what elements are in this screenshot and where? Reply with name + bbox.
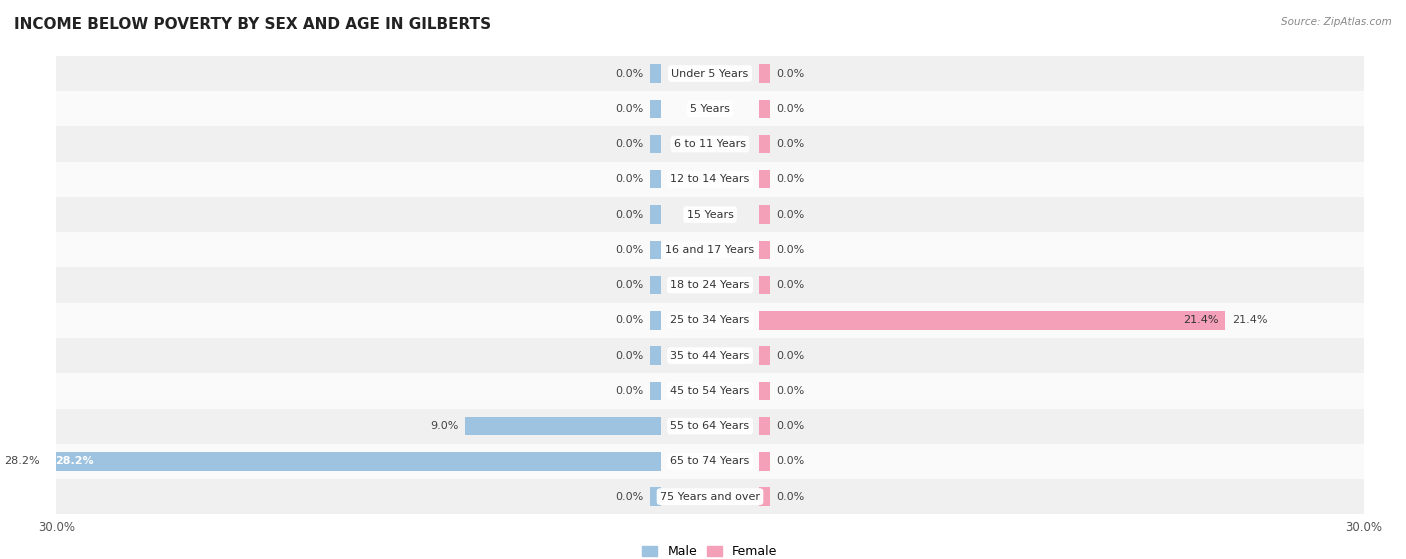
Text: Under 5 Years: Under 5 Years [672, 69, 748, 78]
Bar [56, 232, 1364, 267]
Text: 0.0%: 0.0% [616, 280, 644, 290]
Text: 0.0%: 0.0% [616, 350, 644, 361]
Text: INCOME BELOW POVERTY BY SEX AND AGE IN GILBERTS: INCOME BELOW POVERTY BY SEX AND AGE IN G… [14, 17, 491, 32]
Text: 28.2%: 28.2% [4, 456, 39, 466]
Bar [650, 100, 661, 118]
Text: 0.0%: 0.0% [616, 104, 644, 114]
Text: 0.0%: 0.0% [616, 139, 644, 149]
Text: 0.0%: 0.0% [776, 492, 804, 501]
Text: 0.0%: 0.0% [616, 174, 644, 184]
Bar [759, 347, 770, 365]
Bar [650, 382, 661, 400]
Text: 55 to 64 Years: 55 to 64 Years [671, 421, 749, 431]
Text: 0.0%: 0.0% [616, 245, 644, 255]
Text: 21.4%: 21.4% [1232, 315, 1267, 325]
Text: 0.0%: 0.0% [616, 386, 644, 396]
Text: 5 Years: 5 Years [690, 104, 730, 114]
Bar [56, 444, 1364, 479]
Bar [650, 311, 661, 329]
Text: 0.0%: 0.0% [616, 210, 644, 220]
Text: 21.4%: 21.4% [1184, 315, 1219, 325]
Bar [56, 267, 1364, 303]
Bar [56, 373, 1364, 409]
Legend: Male, Female: Male, Female [637, 540, 783, 559]
Bar [650, 205, 661, 224]
Text: 0.0%: 0.0% [776, 456, 804, 466]
Bar [465, 417, 661, 435]
Text: 0.0%: 0.0% [616, 69, 644, 78]
Bar [650, 135, 661, 153]
Bar [759, 452, 770, 471]
Text: 0.0%: 0.0% [776, 139, 804, 149]
Bar [56, 409, 1364, 444]
Bar [650, 170, 661, 188]
Text: 15 Years: 15 Years [686, 210, 734, 220]
Text: 0.0%: 0.0% [776, 350, 804, 361]
Bar [650, 487, 661, 506]
Bar [759, 205, 770, 224]
Bar [56, 303, 1364, 338]
Text: 35 to 44 Years: 35 to 44 Years [671, 350, 749, 361]
Bar [56, 162, 1364, 197]
Bar [759, 382, 770, 400]
Bar [650, 64, 661, 83]
Bar [759, 241, 770, 259]
Text: 0.0%: 0.0% [776, 245, 804, 255]
Text: 0.0%: 0.0% [776, 421, 804, 431]
Text: 0.0%: 0.0% [616, 492, 644, 501]
Bar [759, 170, 770, 188]
Text: 0.0%: 0.0% [776, 280, 804, 290]
Bar [56, 56, 1364, 91]
Bar [56, 338, 1364, 373]
Bar [46, 452, 661, 471]
Text: 0.0%: 0.0% [776, 69, 804, 78]
Text: 25 to 34 Years: 25 to 34 Years [671, 315, 749, 325]
Text: 16 and 17 Years: 16 and 17 Years [665, 245, 755, 255]
Bar [650, 241, 661, 259]
Bar [650, 276, 661, 294]
Text: 0.0%: 0.0% [776, 174, 804, 184]
Bar [759, 64, 770, 83]
Text: 9.0%: 9.0% [430, 421, 458, 431]
Text: 0.0%: 0.0% [616, 315, 644, 325]
Bar [759, 276, 770, 294]
Text: 0.0%: 0.0% [776, 386, 804, 396]
Bar [56, 126, 1364, 162]
Bar [759, 311, 1226, 329]
Text: 12 to 14 Years: 12 to 14 Years [671, 174, 749, 184]
Text: 28.2%: 28.2% [55, 456, 94, 466]
Bar [759, 135, 770, 153]
Text: Source: ZipAtlas.com: Source: ZipAtlas.com [1281, 17, 1392, 27]
Text: 75 Years and over: 75 Years and over [659, 492, 761, 501]
Bar [56, 197, 1364, 232]
Bar [56, 479, 1364, 514]
Bar [650, 347, 661, 365]
Text: 6 to 11 Years: 6 to 11 Years [673, 139, 747, 149]
Bar [56, 91, 1364, 126]
Bar [759, 417, 770, 435]
Text: 18 to 24 Years: 18 to 24 Years [671, 280, 749, 290]
Text: 45 to 54 Years: 45 to 54 Years [671, 386, 749, 396]
Text: 65 to 74 Years: 65 to 74 Years [671, 456, 749, 466]
Bar [759, 487, 770, 506]
Text: 0.0%: 0.0% [776, 104, 804, 114]
Text: 0.0%: 0.0% [776, 210, 804, 220]
Bar [759, 100, 770, 118]
